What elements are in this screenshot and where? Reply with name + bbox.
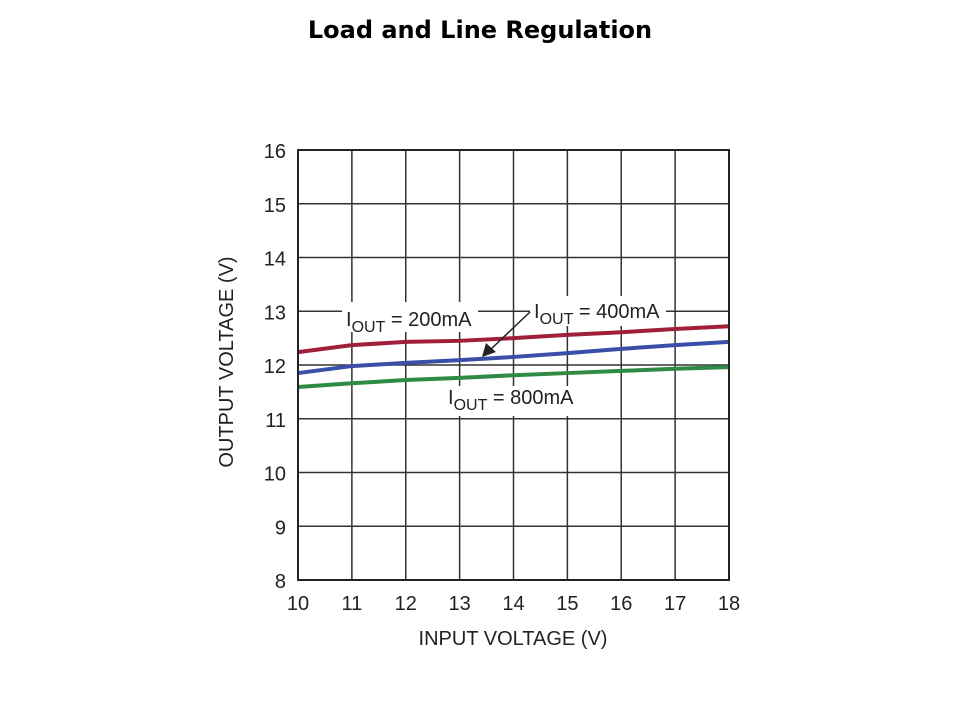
y-tick-label: 15: [264, 195, 286, 217]
x-tick-label: 17: [664, 593, 686, 615]
annotation-arrow: [482, 311, 531, 357]
y-tick-label: 8: [275, 571, 286, 593]
chart-title: Load and Line Regulation: [307, 16, 653, 44]
y-tick-label: 14: [264, 249, 286, 271]
x-tick-label: 13: [449, 593, 471, 615]
series-lines: [297, 324, 730, 390]
x-tick-label: 14: [502, 593, 524, 615]
series-line-2: [297, 365, 730, 390]
y-tick-label: 9: [275, 517, 286, 539]
y-axis-label: OUTPUT VOLTAGE (V): [216, 256, 238, 467]
x-tick-label: 16: [610, 593, 632, 615]
y-tick-label: 10: [264, 464, 286, 486]
series-label-200ma: IOUT = 200mA: [346, 309, 472, 336]
label-bg: [530, 296, 666, 326]
x-tick-label: 18: [718, 593, 740, 615]
label-bg: [342, 302, 478, 332]
x-tick-label: 10: [287, 593, 309, 615]
series-label-400ma: IOUT = 400mA: [534, 301, 660, 328]
x-tick-label: 15: [556, 593, 578, 615]
label-bg: [444, 386, 580, 416]
series-line-0: [297, 324, 730, 355]
series-label-800ma: IOUT = 800mA: [448, 387, 574, 414]
x-tick-label: 12: [395, 593, 417, 615]
y-tick-label: 13: [264, 302, 286, 324]
y-tick-label: 11: [265, 410, 286, 432]
x-axis-label: INPUT VOLTAGE (V): [419, 628, 608, 650]
y-tick-label: 12: [264, 356, 286, 378]
x-tick-label: 11: [341, 593, 362, 615]
series-line-1: [297, 339, 730, 376]
y-tick-label: 16: [264, 141, 286, 163]
plot-frame: [297, 149, 730, 581]
